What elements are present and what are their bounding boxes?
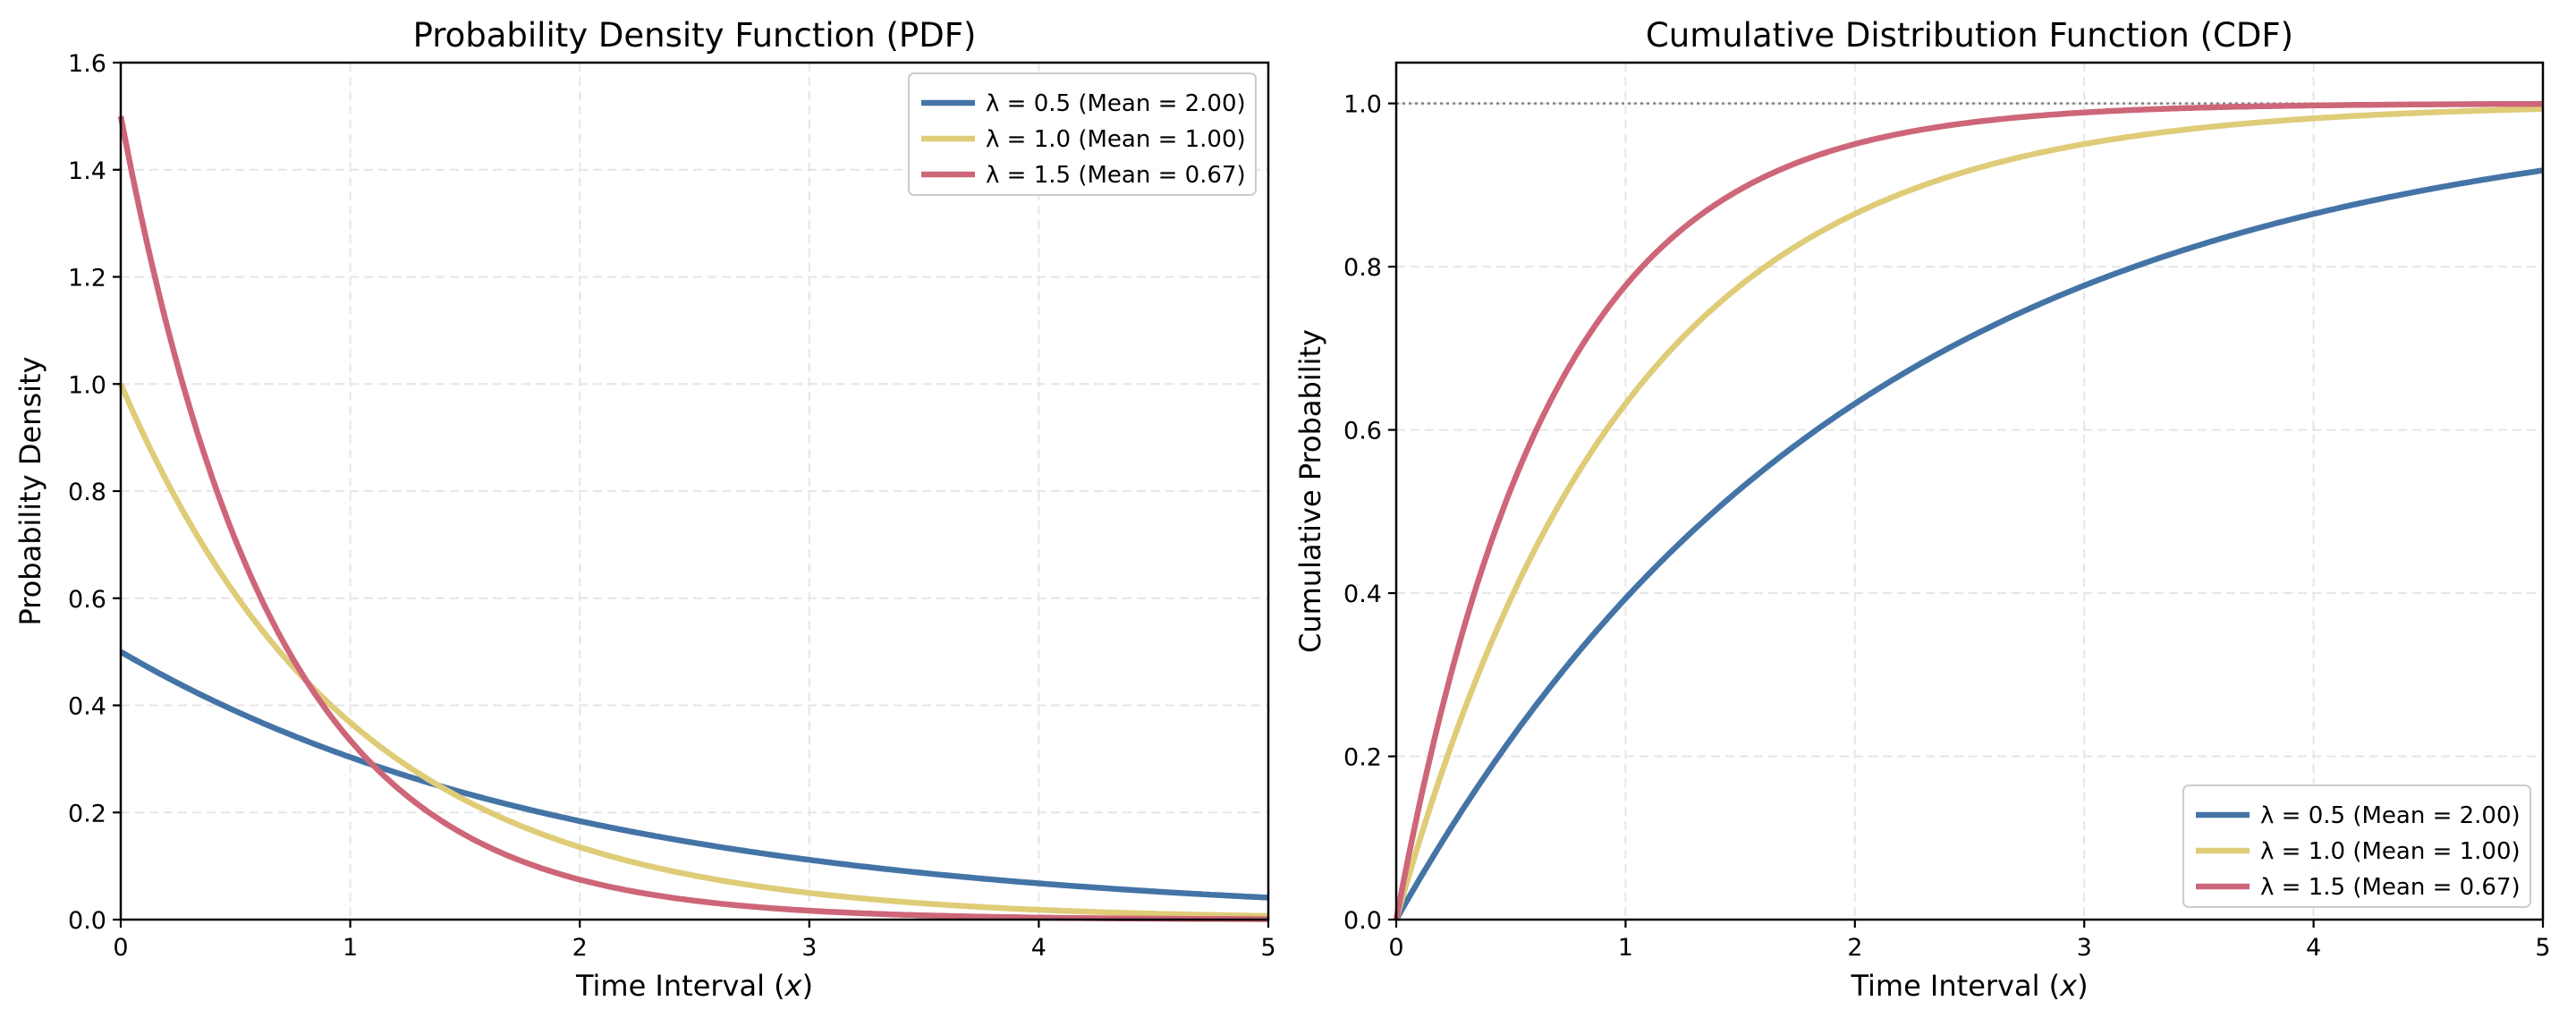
x-tick-label: 2 bbox=[1847, 934, 1862, 962]
legend-label-3: λ = 1.5 (Mean = 0.67) bbox=[986, 162, 1246, 189]
y-tick-label: 0.6 bbox=[1343, 418, 1382, 445]
x-tick-label: 1 bbox=[1618, 934, 1633, 962]
x-axis-label-text: Time Interval ( bbox=[575, 969, 785, 1003]
legend: λ = 0.5 (Mean = 2.00) λ = 1.0 (Mean = 1.0… bbox=[2182, 785, 2531, 908]
x-axis-label: Time Interval (x) bbox=[575, 969, 813, 1003]
x-tick-label: 3 bbox=[2077, 934, 2092, 962]
legend-label-2: λ = 1.0 (Mean = 1.00) bbox=[986, 126, 1246, 153]
x-axis-label: Time Interval (x) bbox=[1850, 969, 2088, 1003]
x-tick-label: 4 bbox=[2306, 934, 2321, 962]
x-axis-label-var: x bbox=[784, 969, 803, 1003]
y-tick-label: 0.0 bbox=[68, 907, 106, 935]
series-line-2 bbox=[118, 382, 1269, 920]
cdf-panel: 0 1 2 3 4 5 0.0 0.2 0.4 0.6 0.8 1.0 Cumulative Distr… bbox=[1293, 16, 2551, 1003]
series-line-1 bbox=[119, 649, 1269, 901]
legend-box bbox=[908, 72, 1257, 196]
y-tick-label: 0.2 bbox=[1343, 744, 1382, 772]
y-tick-label: 0.4 bbox=[1343, 581, 1382, 608]
legend: λ = 0.5 (Mean = 2.00) λ = 1.0 (Mean = 1.0… bbox=[908, 72, 1257, 196]
x-axis-label-text: Time Interval ( bbox=[1850, 969, 2060, 1003]
x-tick-label: 0 bbox=[113, 934, 128, 962]
y-tick-label: 0.8 bbox=[1343, 254, 1382, 282]
pdf-panel: 0 1 2 3 4 5 0.0 0.2 0.4 0.6 0.8 1.0 1.2 1.4 1.6 Probabi… bbox=[13, 16, 1276, 1003]
legend-label-2: λ = 1.0 (Mean = 1.00) bbox=[2260, 838, 2521, 865]
series-line-3 bbox=[1393, 100, 2543, 920]
y-tick-label: 1.4 bbox=[68, 157, 106, 185]
x-axis-label-text: ) bbox=[802, 969, 813, 1003]
x-tick-label: 5 bbox=[1260, 934, 1275, 962]
y-tick-label: 1.6 bbox=[68, 50, 106, 78]
x-axis-label-text: ) bbox=[2077, 969, 2088, 1003]
y-axis-label: Probability Density bbox=[13, 357, 47, 626]
chart-title: Probability Density Function (PDF) bbox=[413, 16, 977, 55]
y-axis-label: Cumulative Probability bbox=[1293, 329, 1327, 653]
legend-label-1: λ = 0.5 (Mean = 2.00) bbox=[2260, 802, 2521, 829]
x-tick-label: 0 bbox=[1388, 934, 1403, 962]
x-axis-label-var: x bbox=[2059, 969, 2078, 1003]
x-tick-label: 1 bbox=[343, 934, 358, 962]
y-tick-label: 0.4 bbox=[68, 693, 106, 721]
y-tick-label: 0.6 bbox=[68, 586, 106, 614]
x-tick-label: 5 bbox=[2535, 934, 2550, 962]
legend-box bbox=[2182, 785, 2531, 908]
y-tick-label: 1.2 bbox=[68, 265, 106, 293]
y-tick-label: 1.0 bbox=[68, 371, 106, 399]
series-line-1 bbox=[1394, 167, 2544, 921]
x-tick-label: 2 bbox=[572, 934, 588, 962]
legend-label-3: λ = 1.5 (Mean = 0.67) bbox=[2260, 874, 2521, 901]
y-tick-label: 0.0 bbox=[1343, 907, 1382, 935]
series-line-3 bbox=[117, 115, 1268, 922]
axes-frame bbox=[1394, 61, 2545, 921]
legend-label-1: λ = 0.5 (Mean = 2.00) bbox=[986, 90, 1246, 117]
x-tick-label: 4 bbox=[1031, 934, 1046, 962]
y-tick-label: 0.8 bbox=[68, 479, 106, 506]
x-tick-label: 3 bbox=[801, 934, 817, 962]
y-tick-label: 0.2 bbox=[68, 800, 106, 827]
y-tick-label: 1.0 bbox=[1343, 91, 1382, 119]
chart-title: Cumulative Distribution Function (CDF) bbox=[1646, 16, 2293, 55]
series-line-2 bbox=[1393, 106, 2544, 920]
